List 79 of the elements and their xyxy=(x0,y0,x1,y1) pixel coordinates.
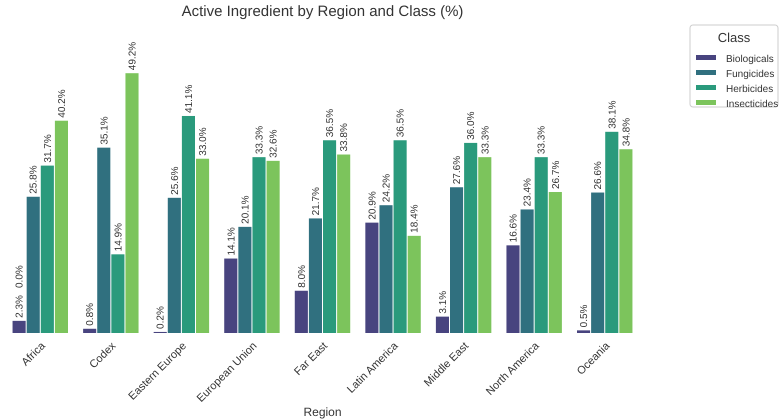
data-label: 36.5% xyxy=(325,108,336,138)
bar xyxy=(323,140,336,333)
data-label: 31.7% xyxy=(42,134,54,163)
data-label: 25.6% xyxy=(170,166,181,195)
data-label: 32.6% xyxy=(268,129,280,158)
data-label: 20.1% xyxy=(240,195,252,224)
bar xyxy=(40,166,54,333)
bar xyxy=(97,148,110,333)
annotation: 0.0% xyxy=(14,265,26,288)
bar xyxy=(365,222,378,333)
bar xyxy=(83,328,96,333)
bar xyxy=(464,142,478,333)
data-label: 25.8% xyxy=(28,165,40,194)
data-label: 35.1% xyxy=(99,116,110,145)
bar xyxy=(605,132,618,333)
bar xyxy=(308,218,322,333)
data-label: 2.3% xyxy=(14,294,26,318)
data-label: 33.0% xyxy=(198,127,210,156)
bar xyxy=(548,192,562,333)
bar xyxy=(450,187,464,333)
bar xyxy=(182,116,195,333)
legend-label: Fungicides xyxy=(726,69,774,80)
data-label: 8.0% xyxy=(296,264,308,288)
data-label: 27.6% xyxy=(452,156,464,184)
bar xyxy=(436,316,449,333)
data-label: 49.2% xyxy=(128,42,138,70)
data-label: 36.0% xyxy=(466,111,478,140)
bar xyxy=(379,205,393,333)
data-label: 21.7% xyxy=(310,186,322,216)
legend-label: Herbicides xyxy=(726,84,774,95)
legend-label: Biologicals xyxy=(726,54,774,65)
data-label: 40.2% xyxy=(56,89,68,118)
data-label: 41.1% xyxy=(184,84,195,113)
data-label: 33.8% xyxy=(339,123,350,152)
data-label: 26.7% xyxy=(550,160,562,190)
data-label: 14.9% xyxy=(113,222,124,252)
bar xyxy=(520,209,534,333)
bar xyxy=(619,149,632,333)
bar xyxy=(337,154,350,333)
bar xyxy=(591,192,604,333)
data-label: 34.8% xyxy=(621,118,632,146)
data-label: 16.6% xyxy=(508,214,520,242)
bar xyxy=(394,140,407,333)
bar xyxy=(111,254,124,333)
bar xyxy=(266,160,280,333)
data-label: 33.3% xyxy=(536,126,548,154)
legend-label: Insecticides xyxy=(726,99,778,110)
bar xyxy=(478,157,492,333)
bar xyxy=(54,120,68,333)
bar xyxy=(196,158,210,333)
data-label: 18.4% xyxy=(410,204,421,233)
bar xyxy=(577,330,590,333)
chart-title: Active Ingredient by Region and Class (%) xyxy=(182,3,464,20)
data-label: 36.5% xyxy=(396,108,407,138)
data-label: 33.3% xyxy=(254,126,266,154)
data-label: 3.1% xyxy=(438,290,449,314)
legend-title: Class xyxy=(718,30,751,45)
bar xyxy=(294,290,308,333)
data-label: 0.8% xyxy=(85,302,96,326)
bar xyxy=(238,226,252,333)
bar xyxy=(26,196,40,333)
bar xyxy=(12,320,26,333)
data-label: 26.6% xyxy=(593,161,604,190)
bar xyxy=(252,157,266,333)
data-label: 20.9% xyxy=(367,191,378,220)
data-label: 24.2% xyxy=(382,174,392,202)
bar xyxy=(408,236,421,333)
bar xyxy=(125,73,139,333)
data-label: 23.4% xyxy=(522,178,534,206)
data-label: 38.1% xyxy=(607,100,618,129)
bar xyxy=(168,198,181,333)
bar xyxy=(534,157,548,333)
x-axis-title: Region xyxy=(303,405,342,419)
bar xyxy=(224,258,238,333)
data-label: 33.3% xyxy=(480,126,492,154)
bar xyxy=(506,245,520,333)
data-label: 14.1% xyxy=(226,227,238,256)
data-label: 0.5% xyxy=(579,304,590,328)
data-label: 0.2% xyxy=(156,306,167,329)
